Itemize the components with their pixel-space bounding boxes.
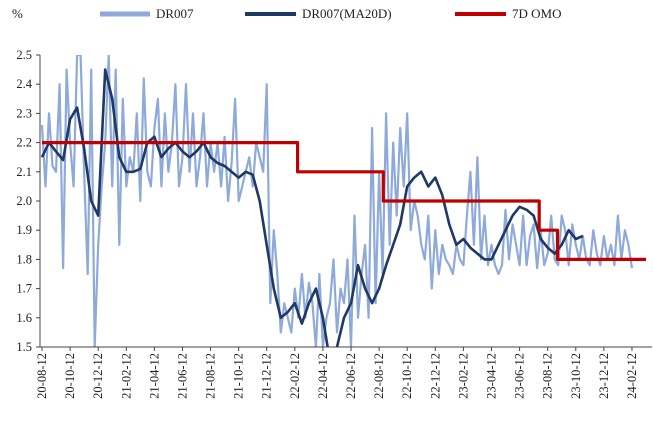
series-line-dr007-ma20d [40, 68, 584, 347]
y-tick-label: 1.7 [16, 282, 32, 296]
x-tick-label: 23-02-12 [456, 353, 470, 399]
legend-label-dr007-ma20d: DR007(MA20D) [302, 6, 392, 21]
x-tick-label: 22-02-12 [288, 353, 302, 399]
y-tick-label: 2.0 [16, 194, 32, 208]
x-tick-label: 21-02-12 [119, 353, 133, 399]
y-tick-label: 2.2 [16, 136, 32, 150]
x-tick-label: 20-12-12 [91, 353, 105, 399]
y-tick-label: 1.6 [16, 311, 32, 325]
x-tick-label: 20-08-12 [35, 353, 49, 399]
x-tick-label: 24-02-12 [625, 353, 639, 399]
x-tick-label: 22-04-12 [316, 353, 330, 399]
x-tick-label: 21-10-12 [232, 353, 246, 399]
y-tick-label: 2.1 [16, 165, 32, 179]
x-tick-label: 23-12-12 [597, 353, 611, 399]
legend-label-7d-omo: 7D OMO [512, 6, 561, 21]
x-tick-label: 22-10-12 [400, 353, 414, 399]
y-axis-unit-label: % [12, 6, 23, 21]
x-tick-label: 22-06-12 [344, 353, 358, 399]
x-tick-label: 23-08-12 [541, 353, 555, 399]
x-tick-label: 21-04-12 [147, 353, 161, 399]
y-tick-label: 2.4 [16, 77, 32, 91]
plot-area [40, 55, 646, 347]
y-axis: 1.5 1.6 1.7 1.8 1.9 2.0 2.1 2.2 2.3 2.4 2.5 [16, 48, 40, 354]
x-tick-label: 21-06-12 [175, 353, 189, 399]
series-layer [40, 55, 646, 347]
y-tick-label: 2.3 [16, 106, 32, 120]
x-tick-label: 23-06-12 [513, 353, 527, 399]
x-tick-label: 22-08-12 [372, 353, 386, 399]
y-tick-label: 1.9 [16, 223, 32, 237]
x-tick-label: 23-10-12 [569, 353, 583, 399]
x-tick-label: 22-12-12 [428, 353, 442, 399]
y-tick-label: 1.8 [16, 252, 32, 266]
x-tick-label: 23-04-12 [484, 353, 498, 399]
x-tick-label: 21-08-12 [204, 353, 218, 399]
series-line-7d-omo [42, 141, 646, 261]
x-axis: 20-08-12 20-10-12 20-12-12 21-02-12 21-04-12… [35, 347, 639, 399]
legend-label-dr007: DR007 [156, 6, 194, 21]
legend: DR007 DR007(MA20D) 7D OMO [100, 6, 561, 21]
x-tick-label: 20-10-12 [63, 353, 77, 399]
y-tick-label: 1.5 [16, 340, 32, 354]
x-tick-label: 21-12-12 [260, 353, 274, 399]
series-line-dr007 [40, 55, 634, 347]
y-tick-label: 2.5 [16, 48, 32, 62]
